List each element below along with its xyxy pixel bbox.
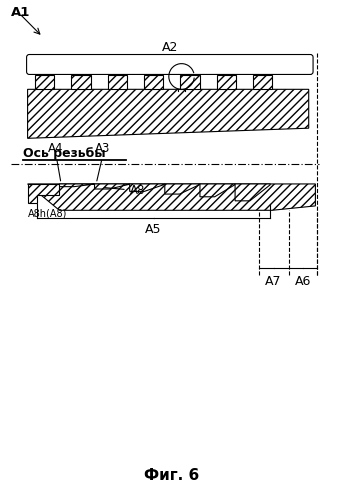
FancyBboxPatch shape — [27, 54, 313, 74]
Polygon shape — [253, 75, 272, 89]
Text: A8h(A8): A8h(A8) — [27, 209, 67, 219]
Text: A5: A5 — [145, 223, 162, 236]
Text: Ось резьбы: Ось резьбы — [23, 147, 105, 160]
Text: A7: A7 — [265, 274, 282, 287]
Text: Фиг. 6: Фиг. 6 — [144, 468, 199, 483]
Text: A6: A6 — [295, 274, 311, 287]
Polygon shape — [35, 75, 54, 89]
Polygon shape — [200, 184, 235, 197]
Polygon shape — [59, 184, 95, 187]
Polygon shape — [27, 184, 316, 210]
Text: VII: VII — [197, 57, 247, 72]
Text: A4: A4 — [48, 142, 64, 181]
Polygon shape — [180, 75, 200, 89]
Text: A8: A8 — [104, 184, 145, 197]
Polygon shape — [71, 75, 91, 89]
Polygon shape — [217, 75, 236, 89]
Text: A3: A3 — [95, 142, 110, 181]
Polygon shape — [95, 184, 130, 189]
Polygon shape — [235, 184, 270, 201]
Polygon shape — [144, 75, 163, 89]
Text: A2: A2 — [162, 41, 178, 54]
Text: A1: A1 — [11, 6, 30, 19]
Polygon shape — [165, 184, 200, 194]
Polygon shape — [108, 75, 127, 89]
Polygon shape — [27, 184, 59, 203]
Polygon shape — [27, 89, 309, 138]
Polygon shape — [130, 184, 165, 192]
